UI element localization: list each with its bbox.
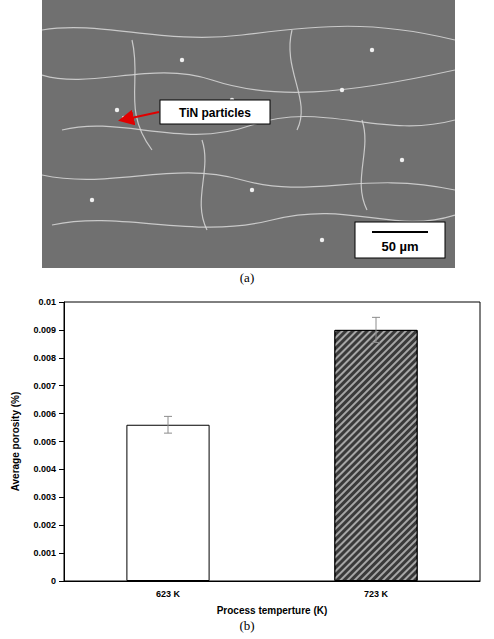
svg-text:TiN particles: TiN particles (179, 106, 251, 120)
svg-text:50 µm: 50 µm (381, 239, 418, 254)
svg-text:0.006: 0.006 (33, 409, 56, 419)
svg-text:0.008: 0.008 (33, 353, 56, 363)
svg-text:0.005: 0.005 (33, 437, 56, 447)
svg-text:0.01: 0.01 (38, 297, 56, 307)
svg-text:0.004: 0.004 (33, 464, 56, 474)
html-text:(a): (a) (239, 270, 255, 285)
svg-text:0.002: 0.002 (33, 520, 56, 530)
svg-text:Average porosity (%): Average porosity (%) (10, 392, 21, 492)
svg-text:0.003: 0.003 (33, 492, 56, 502)
svg-text:0.001: 0.001 (33, 548, 56, 558)
svg-text:623 K: 623 K (156, 589, 181, 599)
svg-text:0.007: 0.007 (33, 381, 56, 391)
svg-text:Process temperture (K): Process temperture (K) (217, 605, 328, 616)
svg-text:(b): (b) (239, 618, 254, 633)
svg-text:723 K: 723 K (364, 589, 389, 599)
svg-text:0.009: 0.009 (33, 325, 56, 335)
svg-text:0: 0 (51, 576, 56, 586)
